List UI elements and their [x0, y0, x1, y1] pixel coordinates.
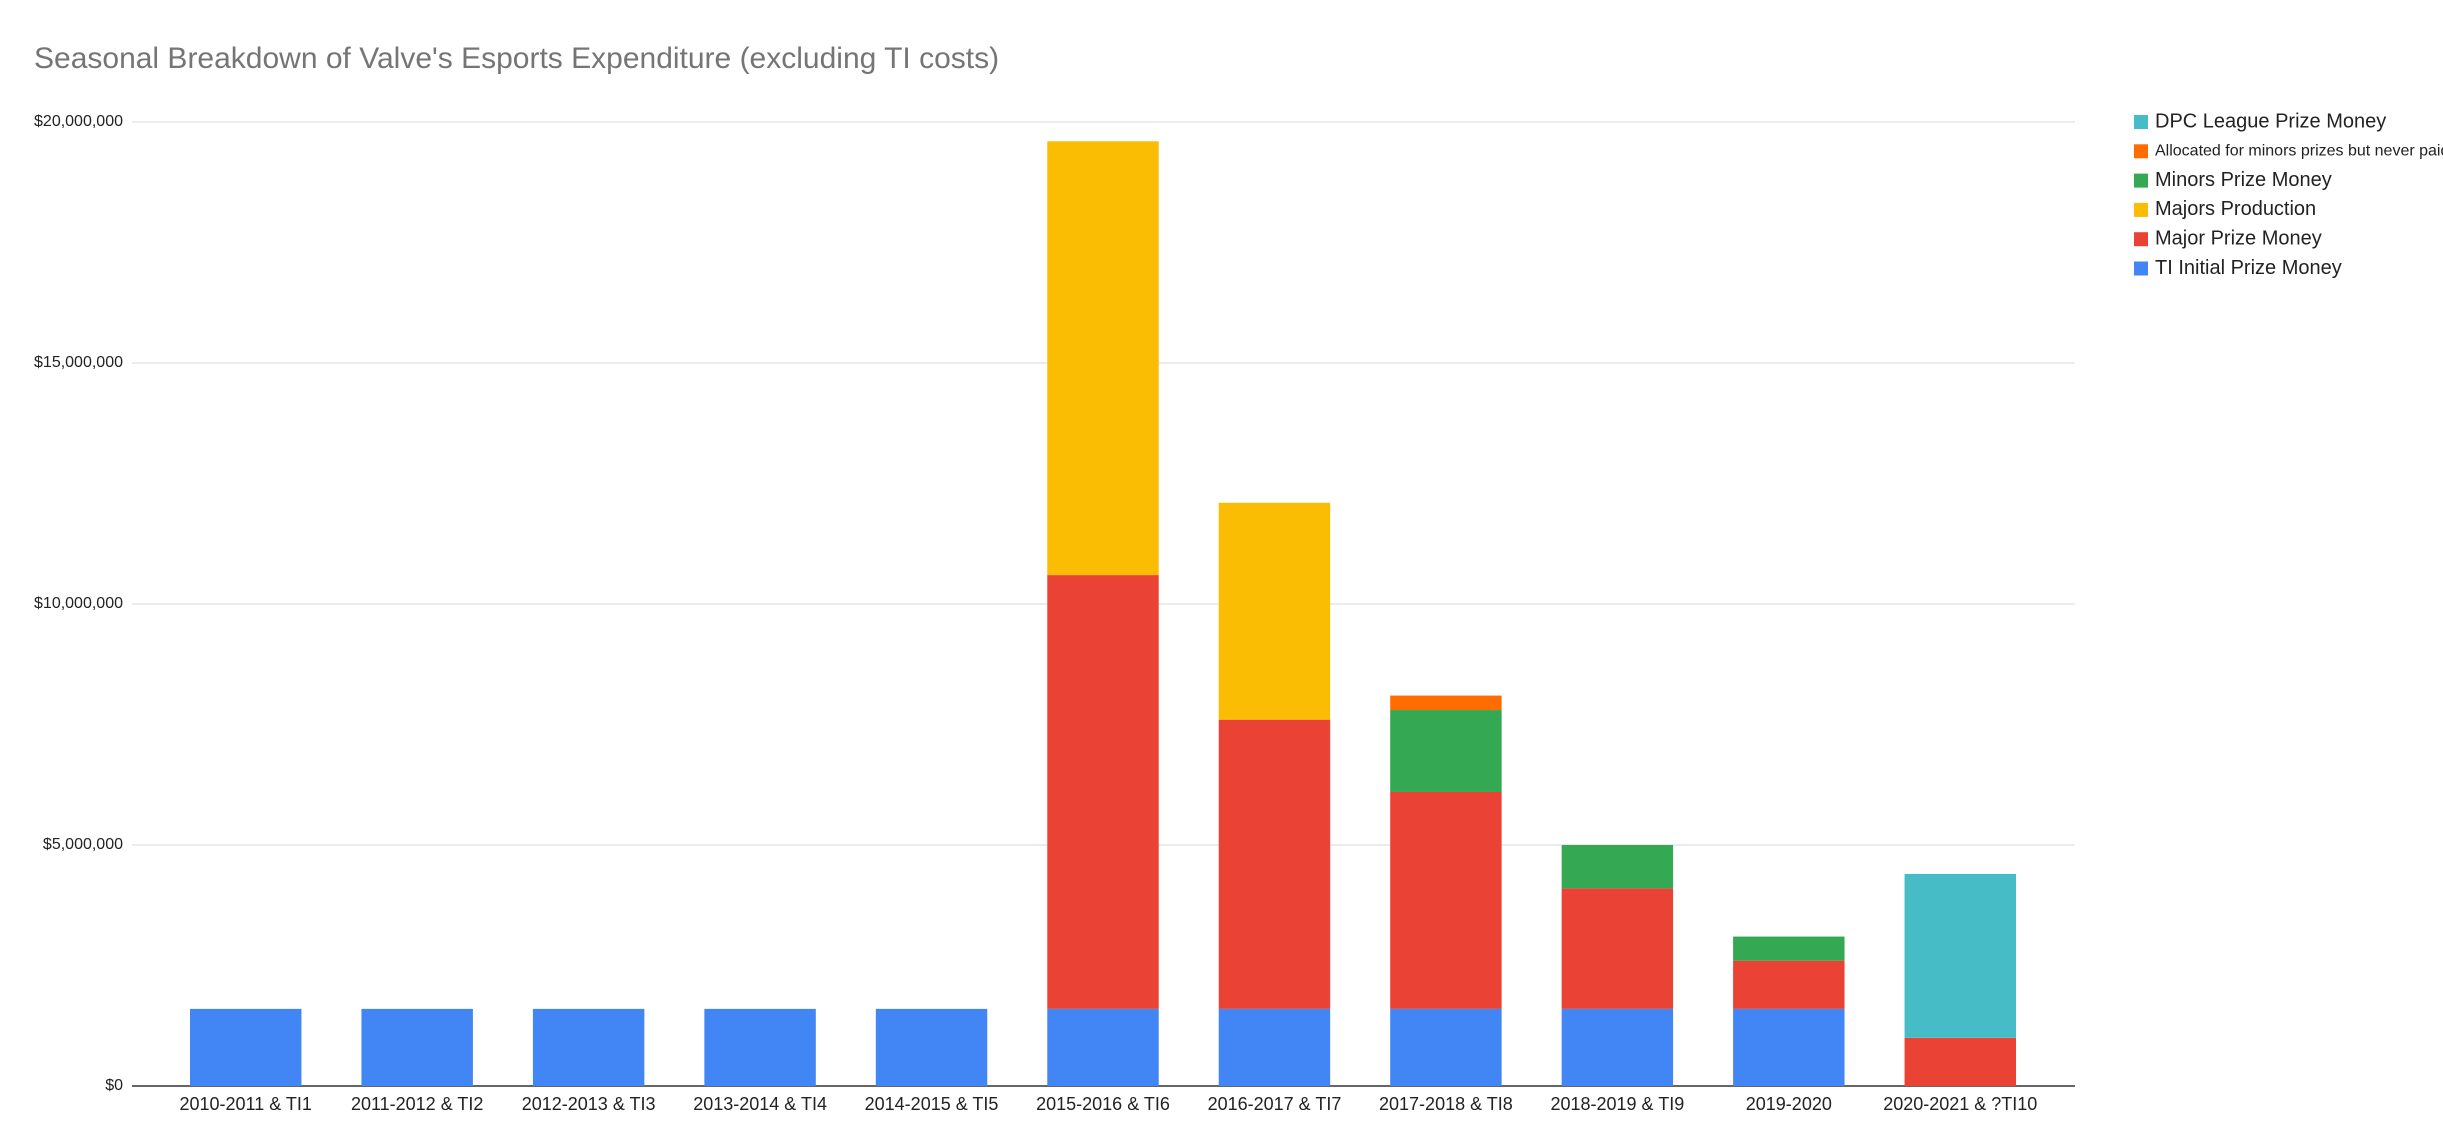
bar-segment: [704, 1008, 816, 1086]
bar-segment: [1733, 936, 1845, 961]
bar-segment: [1047, 575, 1159, 1009]
bar-segment: [1733, 1008, 1845, 1086]
bar-segment: [532, 1008, 645, 1086]
x-tick-label: 2013-2014 & TI4: [693, 1094, 827, 1114]
bar-segment: [1904, 1037, 2016, 1086]
y-tick-label: $5,000,000: [43, 836, 123, 853]
bar-segment: [1218, 1008, 1331, 1086]
x-tick-label: 2018-2019 & TI9: [1550, 1094, 1684, 1114]
x-tick-label: 2014-2015 & TI5: [865, 1094, 999, 1114]
legend-label: Major Prize Money: [2155, 227, 2322, 249]
legend-swatch: [2134, 173, 2148, 188]
bar-segment: [1390, 710, 1502, 792]
bar-segment: [1390, 1008, 1502, 1086]
legend-swatch: [2134, 261, 2148, 276]
bar-segment: [361, 1008, 473, 1086]
legend-label: Minors Prize Money: [2155, 169, 2332, 191]
x-tick-label: 2012-2013 & TI3: [522, 1094, 656, 1114]
bar-segment: [1561, 845, 1674, 889]
bar-segment: [1218, 502, 1331, 720]
bar-segment: [1047, 1008, 1159, 1086]
x-tick-label: 2017-2018 & TI8: [1379, 1094, 1513, 1114]
bar-segment: [1561, 888, 1674, 1009]
y-tick-label: $0: [105, 1077, 123, 1094]
bar-segment: [1904, 873, 2016, 1038]
x-tick-label: 2011-2012 & TI2: [351, 1094, 483, 1114]
x-tick-label: 2019-2020: [1746, 1094, 1832, 1114]
x-tick-label: 2010-2011 & TI1: [180, 1094, 312, 1114]
chart-title: Seasonal Breakdown of Valve's Esports Ex…: [34, 42, 999, 75]
bar-segment: [1390, 695, 1502, 711]
legend-swatch: [2134, 202, 2148, 217]
legend-label: Majors Production: [2155, 198, 2316, 220]
legend-swatch: [2134, 232, 2148, 247]
x-tick-label: 2016-2017 & TI7: [1208, 1094, 1342, 1114]
x-tick-label: 2020-2021 & ?TI10: [1883, 1094, 2037, 1114]
legend-label: Allocated for minors prizes but never pa…: [2155, 143, 2443, 160]
y-tick-label: $20,000,000: [34, 113, 123, 130]
bar-segment: [1390, 791, 1502, 1009]
bar-segment: [1218, 719, 1331, 1009]
bar-segment: [1733, 960, 1845, 1009]
y-tick-label: $10,000,000: [34, 595, 123, 612]
y-tick-label: $15,000,000: [34, 354, 123, 371]
bar-segment: [875, 1008, 988, 1086]
legend-label: DPC League Prize Money: [2155, 110, 2386, 132]
bar-segment: [1047, 141, 1159, 576]
legend-swatch: [2134, 115, 2148, 129]
x-tick-label: 2015-2016 & TI6: [1036, 1094, 1170, 1114]
legend-swatch: [2134, 144, 2148, 159]
legend-label: TI Initial Prize Money: [2155, 257, 2342, 279]
bar-segment: [1561, 1008, 1674, 1086]
bar-segment: [190, 1008, 302, 1086]
